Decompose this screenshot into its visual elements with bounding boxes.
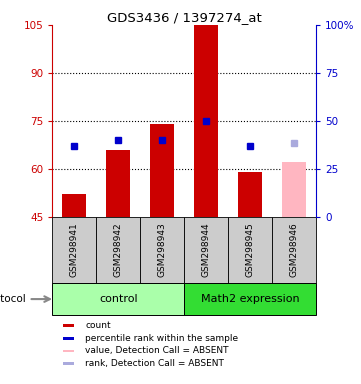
Bar <box>184 217 228 283</box>
Bar <box>63 349 74 353</box>
Text: GSM298942: GSM298942 <box>114 222 123 276</box>
Bar <box>228 217 272 283</box>
Bar <box>106 150 130 217</box>
Text: value, Detection Call = ABSENT: value, Detection Call = ABSENT <box>85 346 229 356</box>
Text: GSM298944: GSM298944 <box>201 222 210 276</box>
Text: protocol: protocol <box>0 294 26 304</box>
Bar <box>52 217 96 283</box>
Bar <box>238 172 262 217</box>
Text: GSM298946: GSM298946 <box>290 222 299 277</box>
Bar <box>282 162 306 217</box>
Text: GSM298943: GSM298943 <box>158 222 167 277</box>
Bar <box>62 194 86 217</box>
Text: rank, Detection Call = ABSENT: rank, Detection Call = ABSENT <box>85 359 224 368</box>
Text: percentile rank within the sample: percentile rank within the sample <box>85 334 238 343</box>
Bar <box>63 362 74 365</box>
Text: control: control <box>99 294 138 304</box>
Bar <box>63 324 74 327</box>
Bar <box>96 217 140 283</box>
Text: GSM298941: GSM298941 <box>70 222 79 277</box>
Bar <box>150 124 174 217</box>
Bar <box>184 283 316 315</box>
Title: GDS3436 / 1397274_at: GDS3436 / 1397274_at <box>107 11 261 24</box>
Text: Math2 expression: Math2 expression <box>201 294 299 304</box>
Text: GSM298945: GSM298945 <box>245 222 255 277</box>
Bar <box>63 337 74 340</box>
Text: count: count <box>85 321 111 330</box>
Bar <box>272 217 316 283</box>
Bar <box>194 25 218 217</box>
Bar <box>52 283 184 315</box>
Bar <box>140 217 184 283</box>
